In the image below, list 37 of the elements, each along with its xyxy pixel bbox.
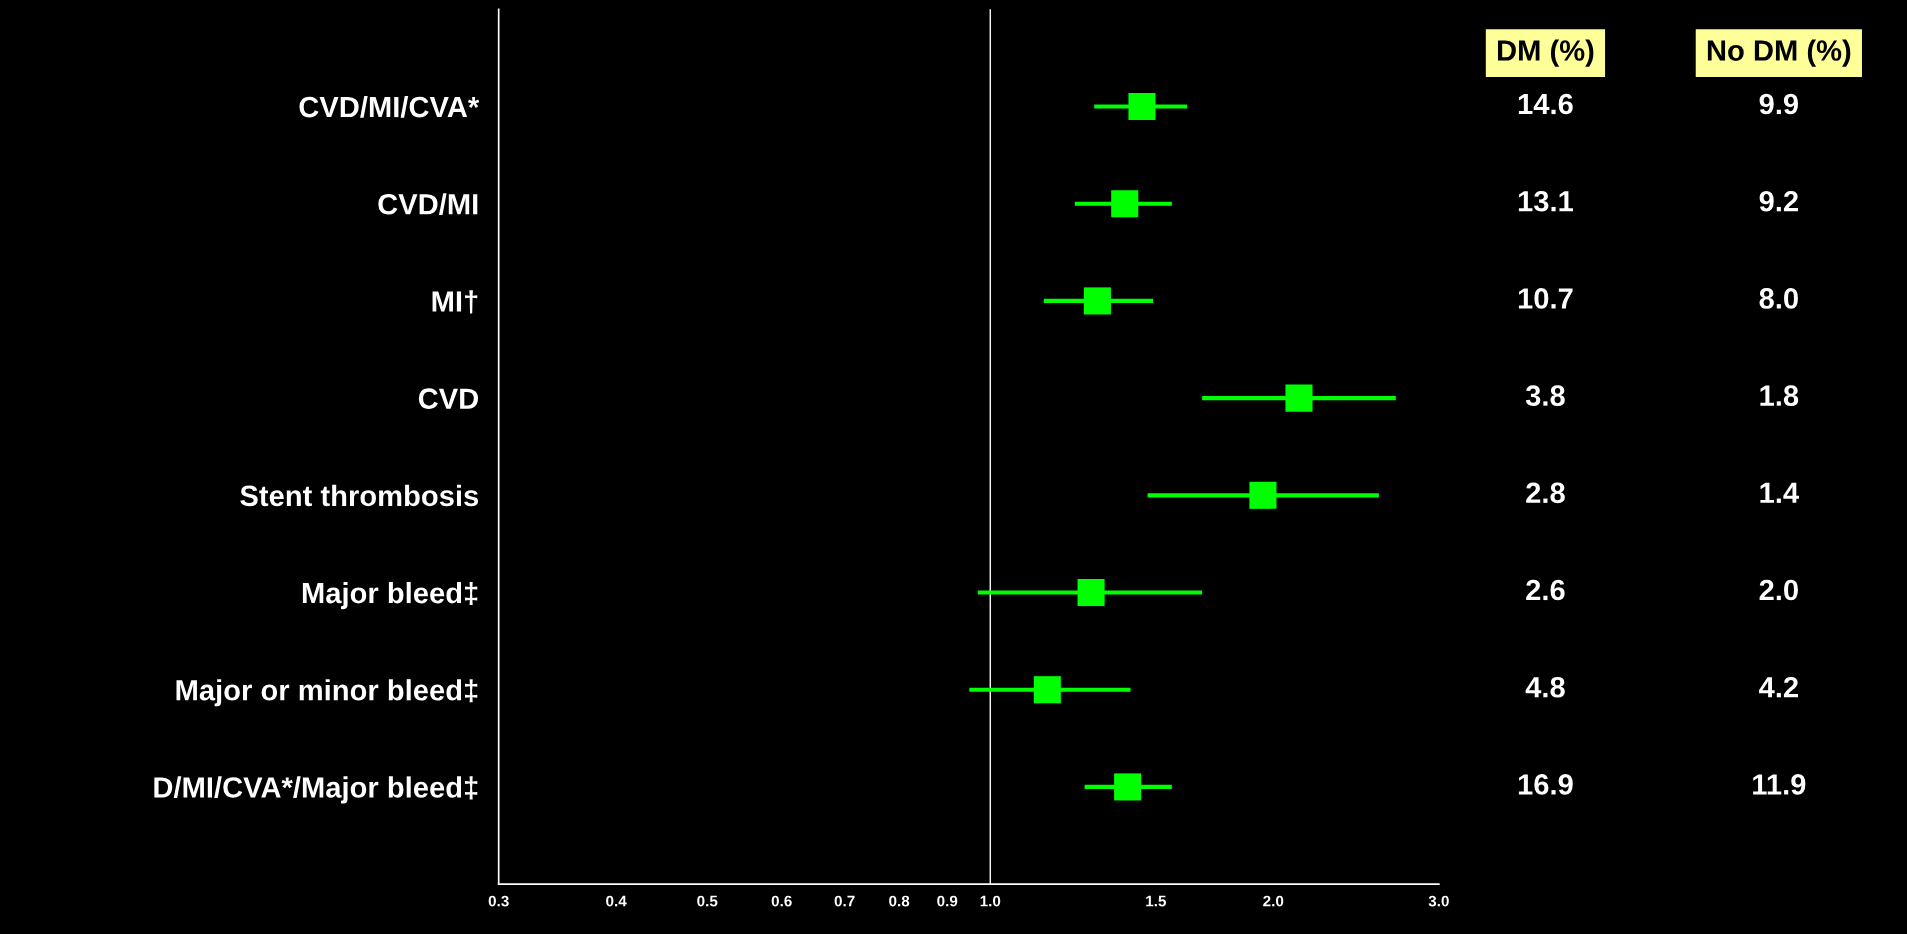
y-tick-label: CVD	[418, 388, 479, 409]
x-tick-label: 1.0	[980, 895, 1001, 907]
text: 14.6	[1518, 93, 1573, 115]
text: 2.8	[1526, 482, 1565, 504]
text: 8.0	[1759, 288, 1798, 309]
y-tick-label: D/MI/CVA*/Major bleed‡	[154, 776, 478, 804]
text: 2.0	[1759, 579, 1798, 601]
y-tick-label: CVD/MI/CVA*	[299, 95, 480, 118]
text: 2.6	[1526, 579, 1565, 601]
text: 4.2	[1759, 676, 1798, 698]
text: 10.7	[1518, 288, 1573, 309]
x-tick-label: 0.4	[606, 895, 627, 907]
text: 1.8	[1760, 385, 1799, 406]
text: DM (%)	[1497, 39, 1594, 67]
text: 16.9	[1518, 774, 1573, 795]
x-tick-label: 2.0	[1263, 895, 1284, 907]
text: 1.4	[1760, 482, 1799, 503]
x-tick-label: 0.5	[697, 895, 718, 907]
text: 4.8	[1525, 676, 1565, 698]
y-tick-label: Stent thrombosis	[240, 484, 479, 507]
text: 9.9	[1759, 93, 1799, 115]
y-tick-label: Major bleed‡	[302, 581, 478, 610]
text: 9.2	[1759, 190, 1798, 212]
text: 3.8	[1525, 385, 1565, 406]
x-tick-label: 0.9	[937, 895, 958, 907]
x-tick-label: 0.8	[889, 895, 910, 907]
y-tick-label: MI†	[432, 290, 478, 314]
x-tick-label: 3.0	[1428, 895, 1449, 907]
x-tick-label: 0.3	[488, 895, 509, 907]
text: No DM (%)	[1707, 39, 1851, 67]
y-tick-label: CVD/MI	[378, 193, 478, 215]
text: 13.1	[1518, 190, 1574, 212]
x-tick-label: 1.5	[1146, 895, 1167, 907]
x-tick-label: 0.6	[771, 895, 792, 907]
y-tick-label: Major or minor bleed‡	[176, 679, 478, 707]
text: 11.9	[1753, 774, 1806, 795]
x-tick-label: 0.7	[834, 895, 855, 907]
